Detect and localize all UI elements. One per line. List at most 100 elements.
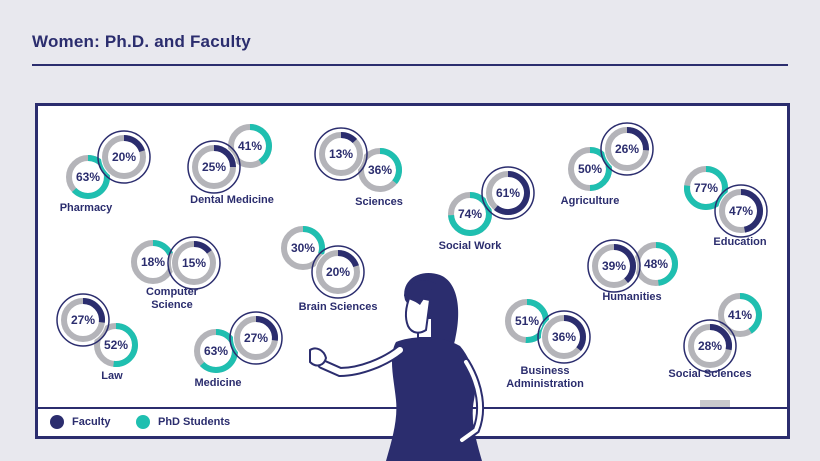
humanities-phd-arc xyxy=(655,242,678,286)
agriculture-faculty-arc xyxy=(626,127,649,151)
computer-science-faculty-outline xyxy=(167,236,221,290)
law-faculty-value-label: 27% xyxy=(71,313,95,327)
law-phd-value-label: 52% xyxy=(104,338,128,352)
social-sciences-pair: 41% 28% xyxy=(683,292,763,373)
eraser xyxy=(700,400,730,407)
social-work-phd-value-label: 74% xyxy=(458,207,482,221)
pharmacy-faculty-value-label: 20% xyxy=(112,150,136,164)
education-phd-arc xyxy=(684,166,728,210)
brain-sciences-phd-value-label: 30% xyxy=(291,241,315,255)
social-work-phd-arc xyxy=(448,192,492,236)
humanities-faculty-arc xyxy=(613,244,636,283)
education-label: Education xyxy=(713,236,767,248)
humanities-phd-value-label: 48% xyxy=(644,257,668,271)
humanities-faculty-outline xyxy=(587,239,641,293)
business-administration-faculty-value-label: 36% xyxy=(552,330,576,344)
social-sciences-phd-arc xyxy=(739,293,762,334)
education-pair: 77% 47% xyxy=(683,165,768,238)
title-divider xyxy=(32,64,788,66)
social-sciences-faculty-outline xyxy=(683,319,737,373)
social-sciences-faculty-arc xyxy=(709,324,732,351)
sciences-faculty-value-label: 13% xyxy=(329,147,353,161)
dental-medicine-faculty-value-label: 25% xyxy=(202,160,226,174)
brain-sciences-faculty-value-label: 20% xyxy=(326,265,350,279)
business-administration-faculty-outline xyxy=(537,310,591,364)
sciences-faculty-outline xyxy=(314,127,368,181)
social-sciences-label: Social Sciences xyxy=(668,368,752,380)
law-faculty-outline xyxy=(56,293,110,347)
business-administration-pair: 51% 36% xyxy=(504,298,591,364)
medicine-phd-value-label: 63% xyxy=(204,344,228,358)
social-sciences-faculty-value-label: 28% xyxy=(698,339,722,353)
social-work-faculty-value-label: 61% xyxy=(496,186,520,200)
agriculture-label: Agriculture xyxy=(560,195,620,207)
computer-science-faculty-arc xyxy=(193,241,212,254)
brain-sciences-phd-arc xyxy=(302,226,325,255)
pharmacy-pair: 63% 20% xyxy=(65,130,151,200)
medicine-faculty-arc xyxy=(255,316,278,341)
law-label: Law xyxy=(101,370,123,382)
law-pair: 52% 27% xyxy=(56,293,139,368)
computer-science-faculty-value-label: 15% xyxy=(182,256,206,270)
education-faculty-arc xyxy=(740,189,763,233)
business-administration-phd-value-label: 51% xyxy=(515,314,539,328)
education-faculty-outline xyxy=(714,184,768,238)
legend-item-phd: PhD Students xyxy=(136,415,230,429)
dental-medicine-label: Dental Medicine xyxy=(190,194,274,206)
brain-sciences-pair: 30% 20% xyxy=(280,225,365,299)
law-faculty-arc xyxy=(82,298,105,323)
humanities-label: Humanities xyxy=(602,291,662,303)
dental-medicine-phd-arc xyxy=(249,124,272,165)
humanities-faculty-value-label: 39% xyxy=(602,259,626,273)
pharmacy-faculty-arc xyxy=(123,135,145,153)
social-work-pair: 74% 61% xyxy=(447,166,535,237)
sciences-pair: 36% 13% xyxy=(314,127,403,193)
social-work-faculty-outline xyxy=(481,166,535,220)
agriculture-phd-value-label: 50% xyxy=(578,162,602,176)
agriculture-phd-arc xyxy=(589,147,612,191)
computer-science-pair: 18% 15% xyxy=(130,236,221,290)
sciences-label: Sciences xyxy=(355,196,403,208)
pharmacy-label: Pharmacy xyxy=(59,202,113,214)
business-administration-phd-arc xyxy=(525,299,549,343)
sciences-phd-value-label: 36% xyxy=(368,163,392,177)
brain-sciences-faculty-arc xyxy=(337,250,359,268)
legend-item-faculty: Faculty xyxy=(50,415,111,429)
humanities-pair: 48% 39% xyxy=(587,239,679,293)
medicine-faculty-outline xyxy=(229,311,283,365)
medicine-phd-arc xyxy=(199,329,238,373)
legend-label-faculty: Faculty xyxy=(72,416,111,428)
phd-swatch xyxy=(136,415,150,429)
dental-medicine-faculty-outline xyxy=(187,140,241,194)
medicine-pair: 63% 27% xyxy=(193,311,283,374)
education-faculty-value-label: 47% xyxy=(729,204,753,218)
brain-sciences-label: Brain Sciences xyxy=(298,301,378,313)
dental-medicine-phd-value-label: 41% xyxy=(238,139,262,153)
social-sciences-phd-value-label: 41% xyxy=(728,308,752,322)
agriculture-faculty-value-label: 26% xyxy=(615,142,639,156)
agriculture-faculty-outline xyxy=(600,122,654,176)
pharmacy-faculty-outline xyxy=(97,130,151,184)
computer-science-phd-value-label: 18% xyxy=(141,255,165,269)
pharmacy-phd-value-label: 63% xyxy=(76,170,100,184)
education-phd-value-label: 77% xyxy=(694,181,718,195)
medicine-label: Medicine xyxy=(194,377,242,389)
business-administration-faculty-arc xyxy=(563,315,586,352)
medicine-faculty-value-label: 27% xyxy=(244,331,268,345)
business-administration-label: Business Administration xyxy=(506,365,584,390)
page-title: Women: Ph.D. and Faculty xyxy=(32,32,251,51)
dental-medicine-pair: 41% 25% xyxy=(187,123,273,194)
dental-medicine-faculty-arc xyxy=(213,145,236,168)
law-phd-arc xyxy=(113,323,138,367)
social-work-label: Social Work xyxy=(438,240,502,252)
faculty-swatch xyxy=(50,415,64,429)
sciences-phd-arc xyxy=(379,148,402,185)
computer-science-label: Computer Science xyxy=(146,286,198,311)
agriculture-pair: 50% 26% xyxy=(567,122,654,192)
brain-sciences-faculty-outline xyxy=(311,245,365,299)
sciences-faculty-arc xyxy=(340,132,358,144)
social-work-faculty-arc xyxy=(493,171,530,215)
legend-label-phd: PhD Students xyxy=(158,416,231,428)
